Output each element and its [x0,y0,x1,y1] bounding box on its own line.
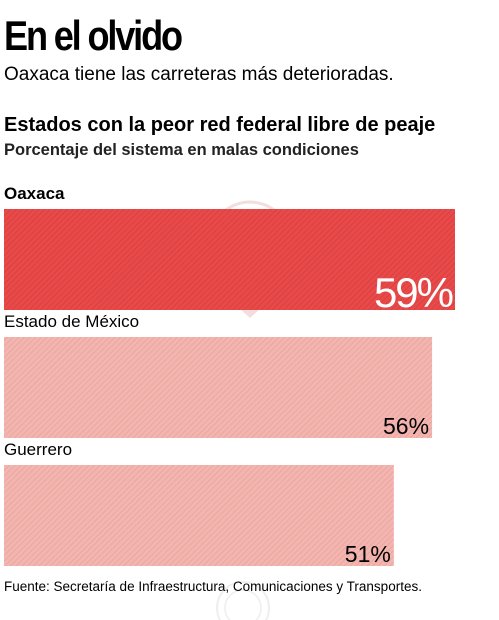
source-note: Fuente: Secretaría de Infraestructura, C… [4,579,422,594]
value-label: 59% [374,269,453,316]
headline: En el olvido [4,12,183,59]
bar [4,465,394,566]
value-label: 51% [345,541,391,567]
chart-subtitle: Porcentaje del sistema en malas condicio… [4,141,359,159]
bar-chart: Oaxaca 59% Estado de México 56% Guerrero 51% [4,184,455,567]
category-label: Estado de México [4,312,139,331]
category-label: Oaxaca [4,184,65,203]
chart-title: Estados con la peor red federal libre de… [4,114,436,136]
value-label: 56% [383,413,429,439]
emblem-watermark-icon [216,581,270,620]
deck-text: Oaxaca tiene las carreteras más deterior… [4,64,394,85]
category-label: Guerrero [4,440,72,459]
bar [4,337,433,438]
bar [4,209,455,310]
